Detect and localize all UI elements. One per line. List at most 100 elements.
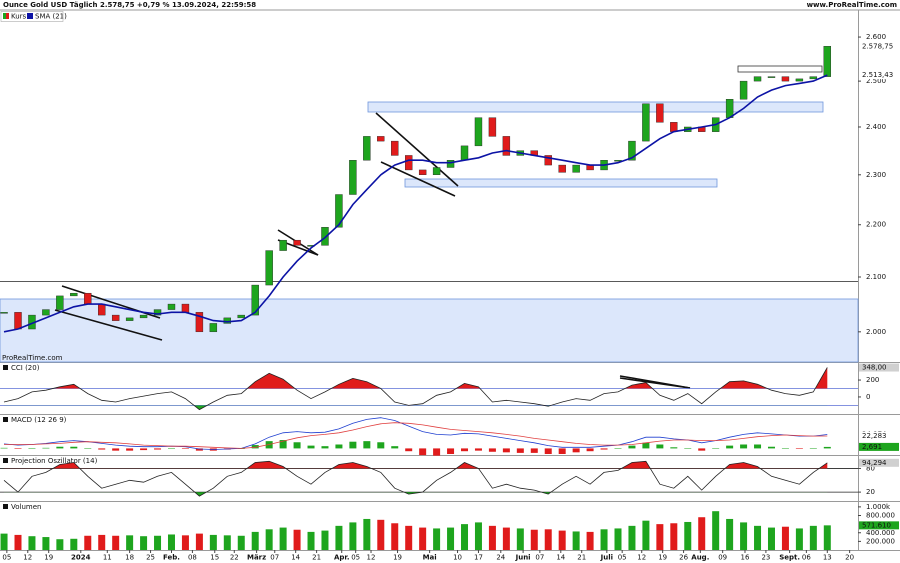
- last-value-box: [859, 521, 899, 530]
- bar: [488, 525, 496, 550]
- bar: [726, 445, 734, 449]
- candle-body: [460, 145, 469, 161]
- x-tick-label: 15: [210, 554, 219, 562]
- bar: [628, 445, 636, 449]
- bar: [572, 531, 580, 550]
- bar: [0, 533, 8, 550]
- x-tick-label: 19: [658, 554, 667, 562]
- bar: [321, 446, 329, 449]
- candle-body: [753, 76, 762, 82]
- bar: [363, 441, 371, 449]
- bar: [195, 448, 203, 451]
- bar: [335, 444, 343, 449]
- bar: [740, 444, 748, 449]
- bar: [656, 524, 664, 550]
- x-tick-label: 26: [679, 554, 688, 562]
- bar: [433, 528, 441, 550]
- bar: [293, 529, 301, 550]
- candle-body: [70, 292, 78, 297]
- x-tick-label: 25: [146, 554, 155, 562]
- bar: [70, 538, 78, 550]
- resistance-zone: [367, 101, 824, 113]
- trend-line: [375, 112, 459, 187]
- bar: [572, 448, 580, 453]
- bar: [279, 440, 287, 449]
- candle-body: [125, 317, 134, 321]
- bar: [698, 517, 706, 550]
- bar: [586, 531, 594, 550]
- candle-body: [181, 303, 190, 313]
- bar: [377, 442, 385, 449]
- last-value-label: 348,00: [862, 364, 887, 372]
- bar: [279, 527, 287, 550]
- bar: [14, 448, 22, 449]
- candle-body: [809, 76, 818, 80]
- panel-title: Volumen: [11, 503, 41, 511]
- bar: [823, 525, 831, 550]
- bar: [237, 535, 245, 550]
- candle-body: [642, 103, 650, 142]
- bar: [251, 445, 259, 449]
- bar: [56, 446, 64, 449]
- last-value-label: 2,691: [862, 443, 882, 451]
- last-value-label: 2.513,43: [862, 71, 893, 79]
- x-tick-label: 24: [496, 554, 505, 562]
- panel-title: MACD (12 26 9): [11, 416, 67, 424]
- bar: [474, 448, 482, 451]
- bar: [405, 448, 413, 452]
- x-tick-label: 12: [367, 554, 376, 562]
- bar: [167, 448, 175, 449]
- y-tick-label: 200: [866, 376, 879, 384]
- candle-body: [404, 155, 413, 171]
- bar: [349, 441, 357, 449]
- indicator-line: [3, 367, 828, 411]
- bar: [781, 526, 789, 550]
- legend-icon: [27, 13, 33, 19]
- bar: [167, 534, 175, 550]
- y-tick-label: 2.400: [866, 123, 886, 131]
- candle-body: [195, 312, 204, 333]
- support-zone: [0, 298, 859, 363]
- x-tick-label: Juli: [600, 554, 613, 562]
- x-tick-label: 05: [2, 554, 11, 562]
- x-tick-label: 19: [44, 554, 53, 562]
- candle-body: [377, 136, 385, 142]
- candle-body: [153, 309, 162, 316]
- bar: [14, 534, 22, 550]
- candle-body: [14, 312, 22, 330]
- bar: [42, 537, 50, 550]
- bar: [600, 448, 608, 450]
- bar: [712, 511, 720, 550]
- bar: [70, 446, 78, 449]
- candle-body: [488, 117, 497, 137]
- bar: [28, 448, 36, 449]
- bar: [740, 522, 748, 550]
- bar: [140, 448, 148, 451]
- bar: [154, 535, 162, 550]
- candle-body: [363, 136, 371, 161]
- x-tick-label: 22: [230, 554, 239, 562]
- bar: [293, 442, 301, 449]
- legend-icon: [3, 458, 8, 463]
- bar: [461, 524, 469, 550]
- x-tick-label: 20: [845, 554, 854, 562]
- y-tick-label: 2.200: [866, 221, 886, 229]
- bar: [781, 448, 789, 449]
- bar: [349, 522, 357, 550]
- y-tick-label: 0: [866, 393, 870, 401]
- last-value-box: [859, 442, 899, 451]
- trend-line: [54, 309, 163, 341]
- x-tick-label: 08: [188, 554, 197, 562]
- support-zone: [404, 178, 718, 188]
- bar: [209, 534, 217, 550]
- bar: [181, 535, 189, 550]
- indicator-line: [3, 460, 828, 497]
- last-value-label: 571.610: [862, 521, 891, 529]
- candle-body: [167, 303, 176, 310]
- bar: [321, 530, 329, 550]
- candle-body: [781, 76, 790, 82]
- bar: [461, 448, 469, 452]
- bar: [530, 529, 538, 550]
- bar: [698, 448, 706, 451]
